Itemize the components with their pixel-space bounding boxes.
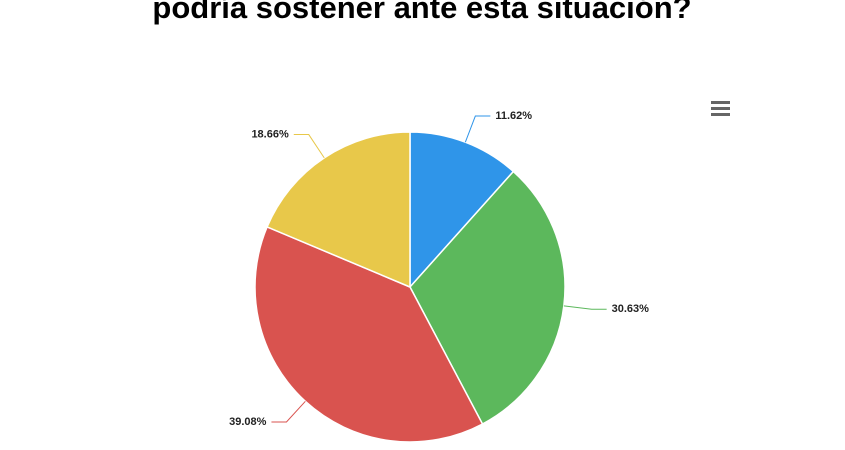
data-label: 11.62% [495,110,532,122]
pie-slice [409,131,515,289]
menu-bar [711,107,730,110]
data-label: 39.08% [229,416,267,428]
pie-slice [409,170,566,426]
leader-line [464,115,491,143]
menu-bar [711,101,730,104]
leader-line [293,134,325,159]
menu-button[interactable] [711,101,730,116]
leader-line [271,401,306,423]
pie-slice [254,225,484,443]
data-label: 18.66% [251,128,289,140]
leader-line [563,305,607,310]
menu-bar [711,113,730,116]
data-label: 30.63% [612,303,650,315]
chart-title: podría sostener ante esta situación? [152,0,691,25]
